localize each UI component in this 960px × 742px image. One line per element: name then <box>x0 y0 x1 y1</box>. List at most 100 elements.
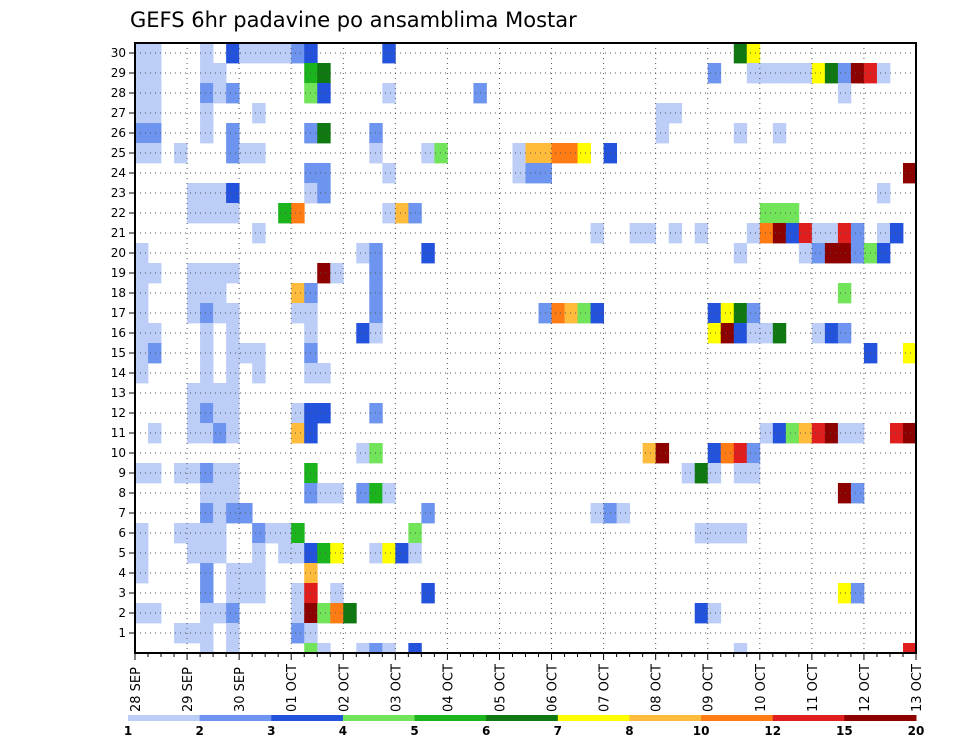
heatmap-cell <box>135 243 149 264</box>
heatmap-cell <box>226 623 240 644</box>
heatmap-cell <box>187 403 201 424</box>
heatmap-cell <box>629 223 644 244</box>
heatmap-cell <box>200 423 214 444</box>
heatmap-cell <box>135 283 149 304</box>
heatmap-cell <box>213 383 227 404</box>
heatmap-cell <box>226 343 240 364</box>
heatmap-cell <box>200 283 214 304</box>
heatmap-cell <box>811 243 826 264</box>
y-tick-label: 8 <box>118 486 126 500</box>
heatmap-cell <box>369 483 383 504</box>
x-tick-label: 13 OCT <box>910 664 925 712</box>
heatmap-cell <box>135 43 149 64</box>
heatmap-cell <box>213 603 227 624</box>
heatmap-cell <box>395 203 409 224</box>
heatmap-cell <box>135 603 149 624</box>
heatmap-cell <box>681 463 696 484</box>
heatmap-cell <box>226 123 240 144</box>
heatmap-cell <box>772 223 787 244</box>
y-tick-label: 21 <box>111 226 126 240</box>
heatmap-cell <box>759 223 774 244</box>
heatmap-cell <box>200 303 214 324</box>
heatmap-cell <box>200 123 214 144</box>
heatmap-cell <box>317 543 331 564</box>
y-tick-label: 6 <box>118 526 126 540</box>
heatmap-cell <box>317 123 331 144</box>
grid-lines <box>135 43 916 653</box>
x-tick-label: 06 OCT <box>546 664 561 712</box>
heatmap-cell <box>837 483 852 504</box>
heatmap-cell <box>291 43 305 64</box>
colorbar: 1 2 3 4 5 6 7 8 10 12 15 20 <box>124 715 924 738</box>
heatmap-cell <box>369 443 383 464</box>
heatmap-cell <box>551 303 565 324</box>
heatmap-cell <box>213 83 227 104</box>
heatmap-cell <box>135 463 149 484</box>
heatmap-cell <box>135 143 149 164</box>
heatmap-cell <box>317 363 331 384</box>
heatmap-cell <box>148 323 162 344</box>
heatmap-cell <box>213 463 227 484</box>
heatmap-cell <box>200 603 214 624</box>
y-tick-label: 7 <box>118 506 126 520</box>
heatmap-cell <box>759 423 774 444</box>
heatmap-cell <box>187 623 201 644</box>
heatmap-cell <box>772 123 787 144</box>
heatmap-cell <box>317 603 331 624</box>
heatmap-cell <box>200 83 214 104</box>
heatmap-cell <box>330 603 344 624</box>
heatmap-cell <box>200 523 214 544</box>
heatmap-cell <box>148 423 162 444</box>
chart-title: GEFS 6hr padavine po ansamblima Mostar <box>130 8 577 32</box>
heatmap-cell <box>252 583 266 604</box>
colorbar-label: 4 <box>339 724 347 738</box>
heatmap-cell <box>876 243 891 264</box>
heatmap-cell <box>252 103 266 124</box>
heatmap-cell <box>187 203 201 224</box>
y-tick-label: 11 <box>111 426 126 440</box>
y-tick-label: 1 <box>118 626 126 640</box>
heatmap-cell <box>278 543 292 564</box>
heatmap-cell <box>395 543 409 564</box>
heatmap-cell <box>785 203 800 224</box>
heatmap-cell <box>200 43 214 64</box>
colorbar-swatch <box>342 715 416 721</box>
heatmap-cell <box>343 603 357 624</box>
heatmap-cell <box>135 83 149 104</box>
heatmap-cell <box>291 523 305 544</box>
heatmap-cell <box>330 263 344 284</box>
heatmap-cell <box>226 503 240 524</box>
heatmap-cell <box>135 323 149 344</box>
heatmap-cell <box>187 383 201 404</box>
heatmap-cell <box>850 243 865 264</box>
x-tick-label: 01 OCT <box>285 664 300 712</box>
heatmap-cell <box>811 323 826 344</box>
heatmap-cell <box>213 403 227 424</box>
colorbar-label: 10 <box>693 724 710 738</box>
heatmap-cell <box>135 343 149 364</box>
heatmap-cell <box>187 543 201 564</box>
heatmap-cell <box>850 583 865 604</box>
x-tick-label: 11 OCT <box>806 664 821 712</box>
heatmap-cell <box>226 383 240 404</box>
y-tick-label: 16 <box>111 326 126 340</box>
heatmap-cell <box>213 283 227 304</box>
heatmap-cell <box>226 403 240 424</box>
heatmap-cell <box>369 143 383 164</box>
x-tick-label: 04 OCT <box>441 664 456 712</box>
heatmap-cell <box>746 463 761 484</box>
y-axis: 1234567891011121314151617181920212223242… <box>111 46 135 640</box>
heatmap-cell <box>876 63 891 84</box>
colorbar-swatch <box>199 715 272 721</box>
colorbar-swatch <box>629 715 702 721</box>
heatmap-cell <box>226 203 240 224</box>
heatmap-cell <box>200 363 214 384</box>
y-tick-label: 5 <box>118 546 126 560</box>
heatmap-cell <box>837 223 852 244</box>
heatmap-cell <box>902 643 917 654</box>
heatmap-cell <box>694 523 709 544</box>
heatmap-cell <box>317 403 331 424</box>
heatmap-cell <box>265 523 279 544</box>
heatmap-cell <box>291 623 305 644</box>
heatmap-cell <box>902 343 917 364</box>
